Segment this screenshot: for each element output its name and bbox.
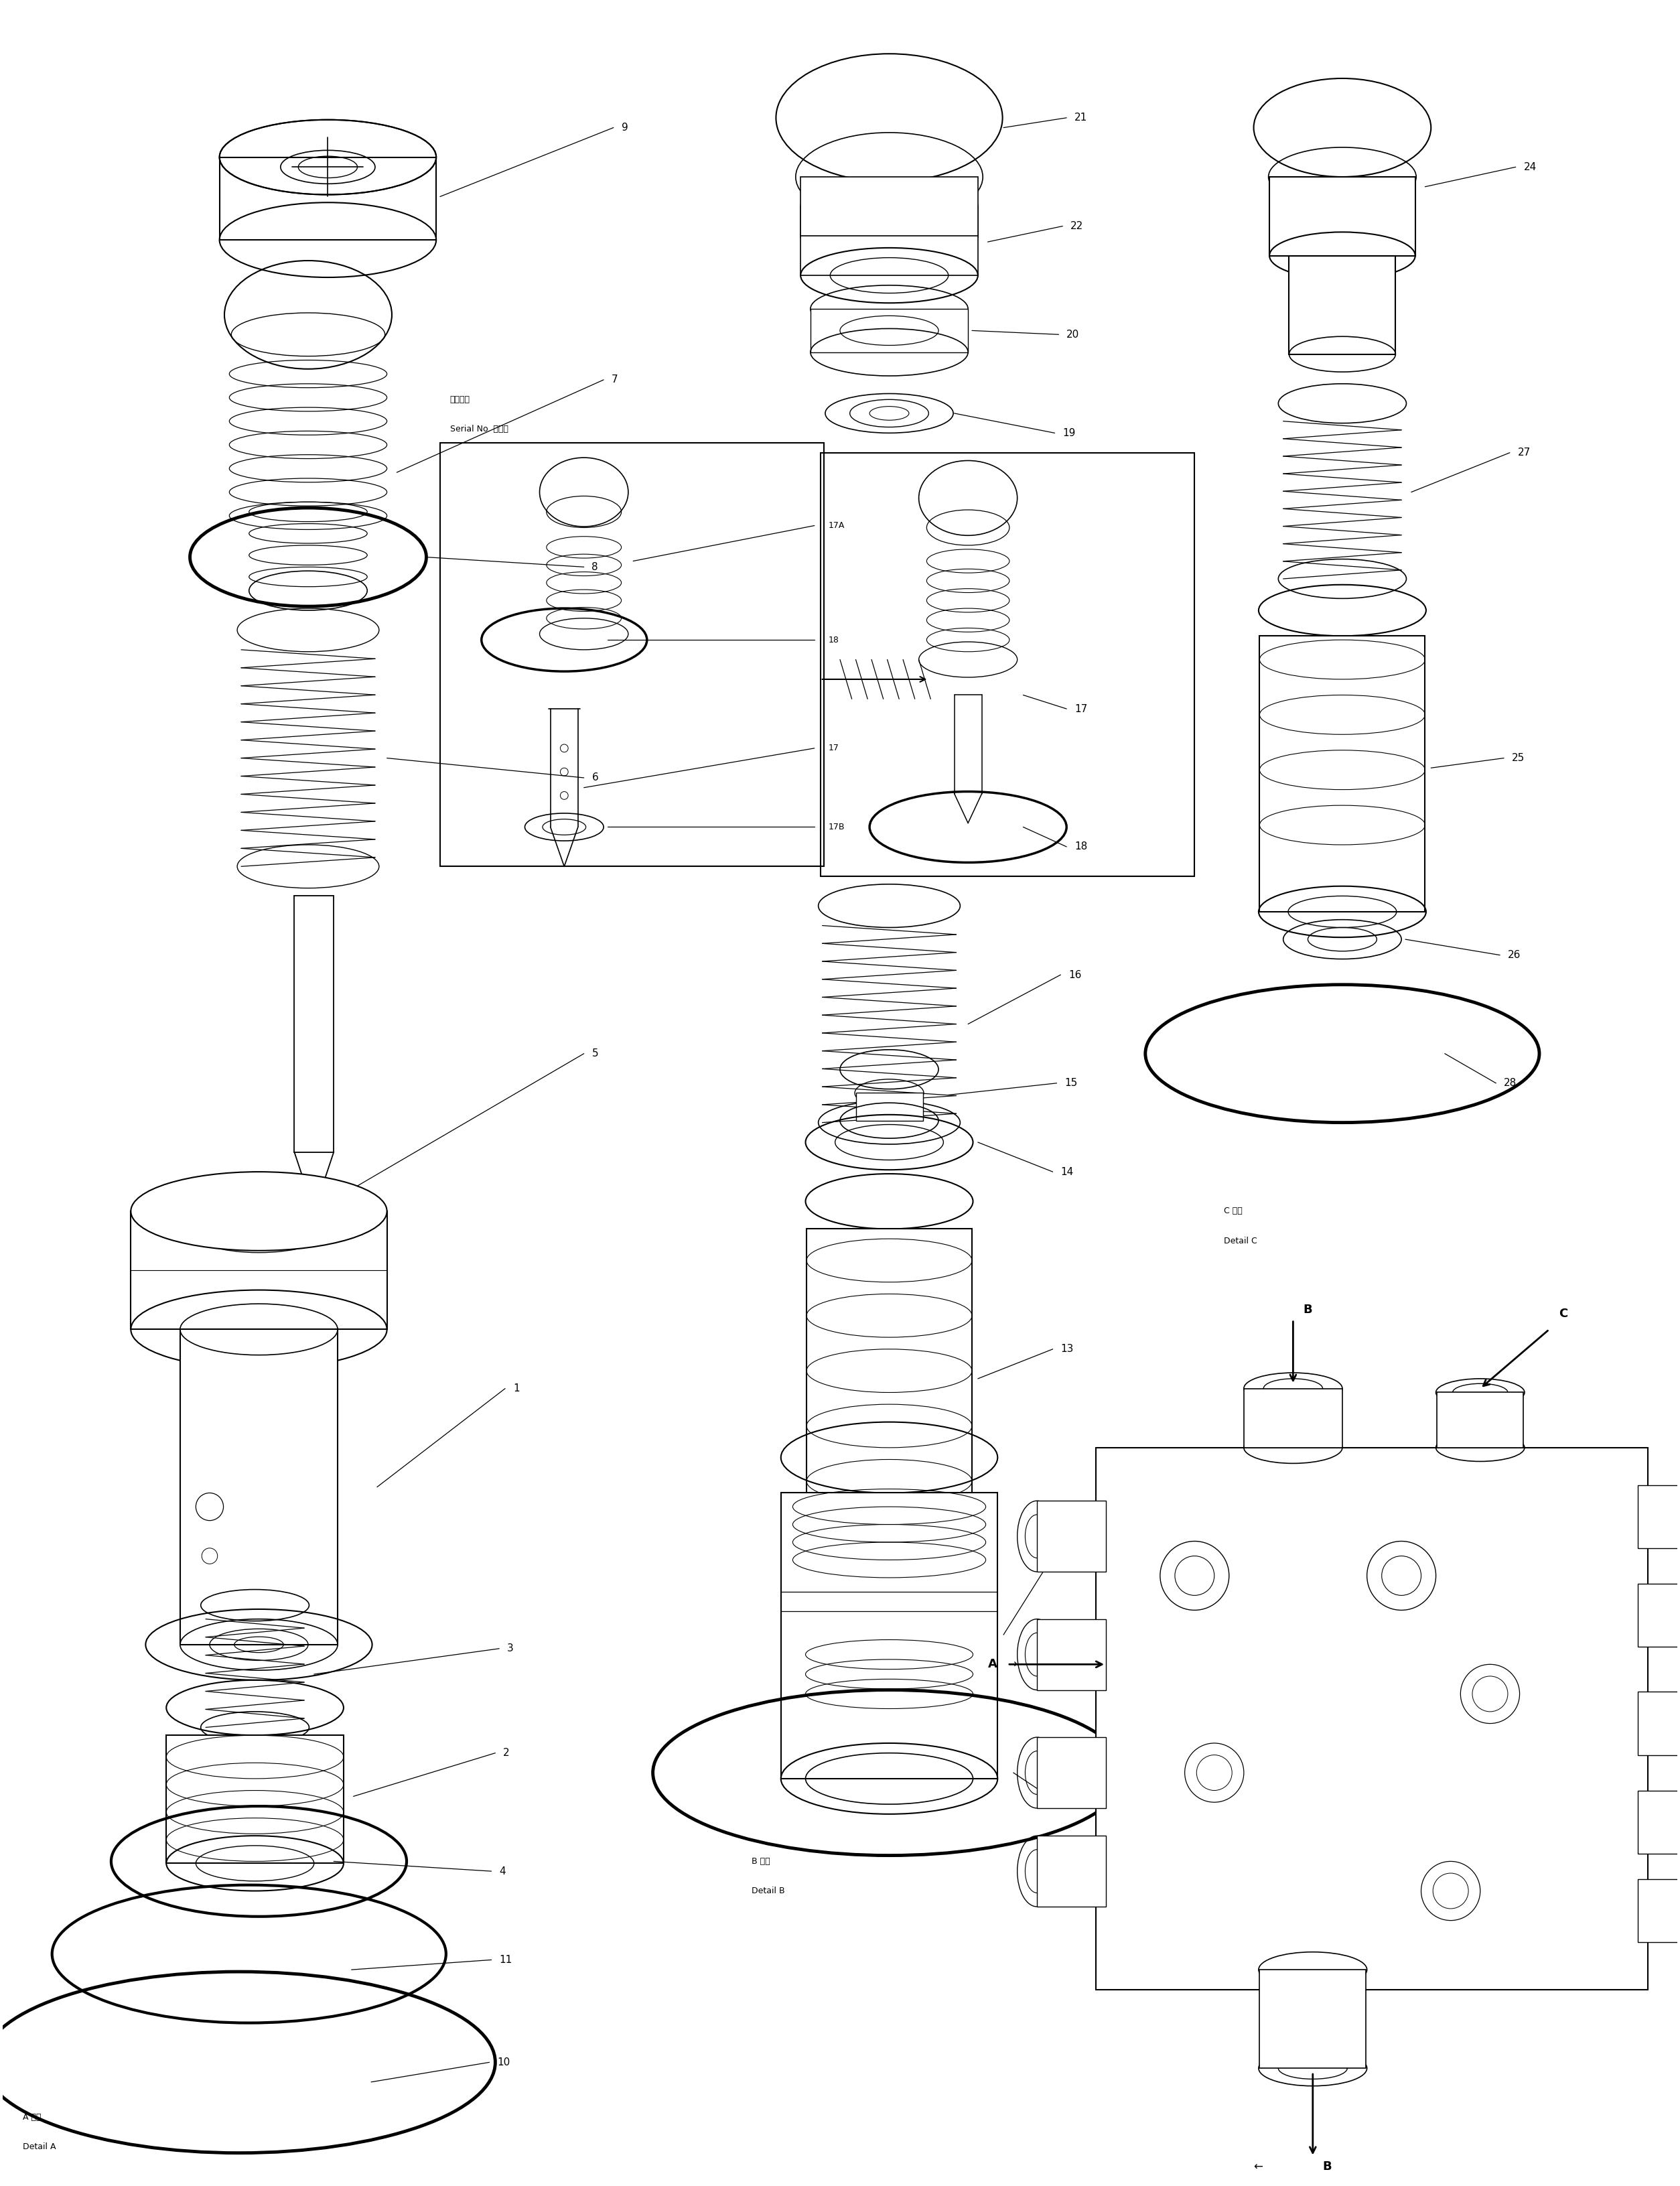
- Text: 17B: 17B: [828, 822, 845, 831]
- Text: C 詳細: C 詳細: [1225, 1207, 1243, 1215]
- Bar: [440, 444, 825, 866]
- Bar: [1289, 256, 1396, 354]
- Bar: [1037, 1738, 1105, 1808]
- Text: 16: 16: [1068, 971, 1082, 979]
- Text: 8: 8: [591, 562, 598, 573]
- Bar: [1243, 1388, 1342, 1447]
- Bar: [1270, 177, 1415, 256]
- Text: 17: 17: [1075, 704, 1087, 715]
- Bar: [1260, 636, 1425, 912]
- Bar: [1436, 1392, 1524, 1447]
- Bar: [1037, 1620, 1105, 1690]
- Bar: [1638, 1880, 1680, 1941]
- Text: 5: 5: [591, 1049, 598, 1058]
- Text: B 詳細: B 詳細: [751, 1856, 769, 1865]
- Text: 12: 12: [1055, 1561, 1067, 1572]
- Text: 18: 18: [828, 636, 838, 645]
- Text: 17A: 17A: [828, 520, 845, 529]
- Bar: [220, 157, 437, 240]
- Text: 15: 15: [1065, 1078, 1077, 1089]
- Text: 20: 20: [1067, 330, 1080, 339]
- Bar: [801, 205, 978, 275]
- Text: Detail C: Detail C: [1225, 1237, 1257, 1246]
- Text: Detail B: Detail B: [751, 1887, 785, 1895]
- Text: 23: 23: [1050, 1788, 1063, 1797]
- Bar: [1638, 1583, 1680, 1646]
- Text: 9: 9: [622, 122, 628, 133]
- Ellipse shape: [131, 1172, 386, 1250]
- Text: C: C: [1559, 1307, 1567, 1320]
- Text: 24: 24: [1524, 162, 1537, 173]
- Bar: [1037, 1502, 1105, 1572]
- Text: 適用号機: 適用号機: [450, 396, 470, 404]
- Text: 10: 10: [497, 2057, 511, 2068]
- Bar: [806, 1229, 973, 1543]
- Text: 28: 28: [1504, 1078, 1517, 1089]
- Bar: [855, 1093, 922, 1121]
- Text: Serial No. ・・～: Serial No. ・・～: [450, 424, 507, 433]
- Text: B: B: [1304, 1303, 1312, 1316]
- Bar: [801, 177, 978, 236]
- Bar: [820, 453, 1194, 877]
- Bar: [1260, 1970, 1366, 2068]
- Bar: [1638, 1692, 1680, 1755]
- Text: B: B: [1322, 2160, 1332, 2173]
- Bar: [1638, 1484, 1680, 1548]
- Text: 22: 22: [1070, 221, 1084, 232]
- Bar: [810, 308, 968, 352]
- Text: 1: 1: [512, 1384, 519, 1392]
- Text: 11: 11: [499, 1954, 512, 1965]
- Text: 26: 26: [1507, 951, 1520, 960]
- Bar: [166, 1736, 344, 1862]
- Bar: [781, 1493, 998, 1779]
- Text: A: A: [988, 1659, 998, 1670]
- Bar: [1037, 1836, 1105, 1906]
- Bar: [180, 1329, 338, 1644]
- Text: 7: 7: [612, 374, 618, 385]
- Text: 19: 19: [1062, 428, 1075, 437]
- Text: 13: 13: [1060, 1344, 1074, 1353]
- Text: 3: 3: [507, 1644, 514, 1653]
- Text: 4: 4: [499, 1867, 506, 1876]
- Bar: [1638, 1790, 1680, 1854]
- Text: 17: 17: [828, 743, 838, 752]
- Text: →: →: [1008, 1659, 1016, 1670]
- Text: 14: 14: [1060, 1167, 1074, 1176]
- Bar: [1105, 1478, 1638, 1970]
- Text: 25: 25: [1512, 752, 1525, 763]
- Text: Detail A: Detail A: [22, 2142, 55, 2151]
- Text: 18: 18: [1075, 842, 1087, 853]
- Text: 27: 27: [1517, 448, 1530, 457]
- Text: 6: 6: [591, 774, 598, 783]
- Text: A 詳細: A 詳細: [22, 2114, 40, 2123]
- Bar: [1095, 1447, 1648, 1989]
- Text: 21: 21: [1075, 114, 1087, 122]
- Text: ←: ←: [1253, 2160, 1263, 2173]
- Bar: [131, 1211, 386, 1329]
- Text: 2: 2: [502, 1749, 509, 1758]
